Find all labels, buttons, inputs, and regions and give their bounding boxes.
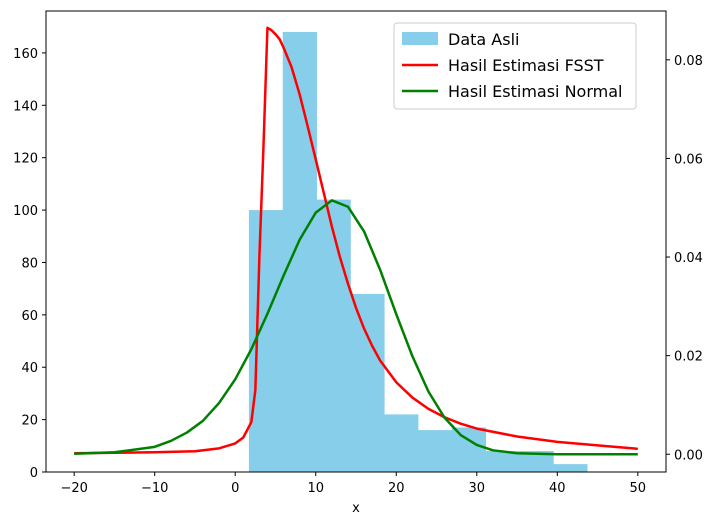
y-axis-right-ticks: 0.00 0.02 0.04 0.06 0.08 <box>666 54 703 463</box>
normal-density-line <box>74 199 638 456</box>
x-tick-label: −20 <box>60 481 87 496</box>
y2-tick-label: 0.08 <box>674 54 703 69</box>
legend-label-fsst: Hasil Estimasi FSST <box>448 56 604 75</box>
y2-tick-label: 0.06 <box>674 152 703 167</box>
legend-label-histogram: Data Asli <box>448 30 519 49</box>
x-tick-label: 20 <box>388 481 405 496</box>
y-axis-left-ticks: 0 20 40 60 80 100 120 140 160 <box>13 47 46 481</box>
x-tick-label: 0 <box>231 481 239 496</box>
y-tick-label: 40 <box>21 361 38 376</box>
legend-swatch-histogram <box>402 32 438 45</box>
x-tick-label: 40 <box>549 481 566 496</box>
x-tick-label: −10 <box>141 481 168 496</box>
histogram-bars <box>248 31 588 473</box>
density-lines <box>74 26 638 456</box>
x-tick-label: 30 <box>469 481 486 496</box>
x-axis-label: x <box>352 501 360 516</box>
y-tick-label: 140 <box>13 99 38 114</box>
histogram-bar <box>553 464 588 472</box>
y-tick-label: 80 <box>21 256 38 271</box>
plot-frame <box>45 10 667 473</box>
histogram-bar <box>485 451 520 472</box>
histogram-bar <box>451 427 487 472</box>
x-tick-label: 50 <box>630 481 647 496</box>
y-tick-label: 20 <box>21 414 38 429</box>
legend-frame <box>393 22 637 110</box>
histogram-bar <box>316 199 351 472</box>
histogram-bar <box>282 31 317 472</box>
histogram-bar <box>384 414 419 473</box>
y-tick-label: 0 <box>30 466 38 481</box>
y-tick-label: 160 <box>13 47 38 62</box>
y-tick-label: 100 <box>13 204 38 219</box>
histogram-bar <box>519 451 554 472</box>
histogram-bar <box>418 430 453 472</box>
x-tick-label: 10 <box>307 481 324 496</box>
y2-tick-label: 0.02 <box>674 350 703 365</box>
y2-tick-label: 0.00 <box>674 448 703 463</box>
y2-tick-label: 0.04 <box>674 251 703 266</box>
x-axis-ticks: −20 −10 0 10 20 30 40 50 <box>60 472 646 496</box>
legend-label-normal: Hasil Estimasi Normal <box>448 82 622 101</box>
fsst-density-line <box>74 26 638 455</box>
y-tick-label: 60 <box>21 309 38 324</box>
y-tick-label: 120 <box>13 152 38 167</box>
legend: Data Asli Hasil Estimasi FSST Hasil Esti… <box>393 22 637 110</box>
histogram-bar <box>350 293 385 472</box>
